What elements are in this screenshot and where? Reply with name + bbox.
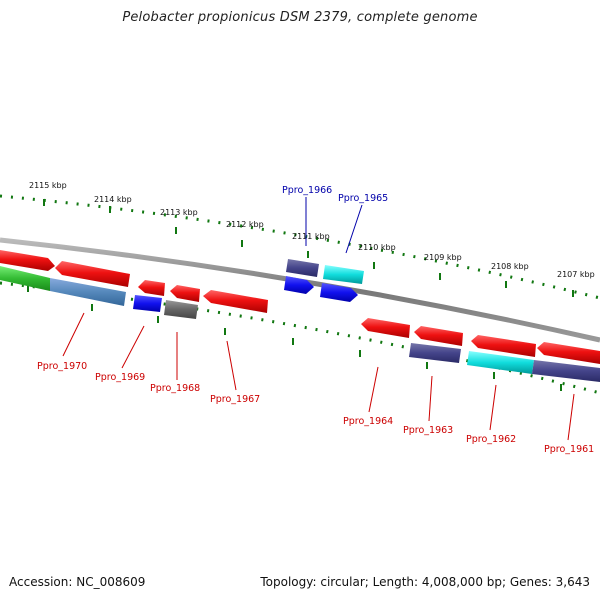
gene-bar-navy[interactable] xyxy=(286,259,319,277)
accession-text: Accession: NC_008609 xyxy=(9,575,146,589)
leader-line xyxy=(428,375,433,422)
gene-arrow-red[interactable] xyxy=(203,290,268,313)
gene-label-ppro-1962[interactable]: Ppro_1962 xyxy=(466,434,516,445)
lower-tick-ring xyxy=(0,281,600,395)
kbp-label-2108: 2108 kbp xyxy=(491,262,529,271)
gene-label-ppro-1965[interactable]: Ppro_1965 xyxy=(338,193,388,204)
gene-label-ppro-1964[interactable]: Ppro_1964 xyxy=(343,416,393,427)
kbp-label-2107: 2107 kbp xyxy=(557,270,595,279)
gene-label-ppro-1963[interactable]: Ppro_1963 xyxy=(403,425,453,436)
gene-bar-cyan[interactable] xyxy=(467,351,534,374)
gene-bar-cyan[interactable] xyxy=(323,265,364,284)
leader-line xyxy=(62,312,85,357)
gene-bar-steel[interactable] xyxy=(50,278,126,306)
leader-line xyxy=(121,325,145,369)
gene-arrow-red[interactable] xyxy=(170,285,200,302)
gene-label-ppro-1968[interactable]: Ppro_1968 xyxy=(150,383,200,394)
kbp-label-2110: 2110 kbp xyxy=(358,243,396,252)
kbp-label-2111: 2111 kbp xyxy=(292,232,330,241)
gene-bar-blue[interactable] xyxy=(133,295,162,312)
leader-line xyxy=(226,340,237,391)
gene-arrow-blue[interactable] xyxy=(284,276,314,294)
kbp-label-2115: 2115 kbp xyxy=(29,181,67,190)
genome-title: Pelobacter propionicus DSM 2379, complet… xyxy=(122,10,478,25)
leader-line xyxy=(567,393,575,441)
gene-arrow-red[interactable] xyxy=(138,280,165,296)
gene-arrow-red[interactable] xyxy=(471,335,536,357)
gene-label-ppro-1967[interactable]: Ppro_1967 xyxy=(210,394,260,405)
gene-label-ppro-1970[interactable]: Ppro_1970 xyxy=(37,361,87,372)
gene-arrow-red[interactable] xyxy=(361,318,410,338)
gene-bar-navy[interactable] xyxy=(409,343,461,363)
gene-label-ppro-1969[interactable]: Ppro_1969 xyxy=(95,372,145,383)
gene-label-ppro-1966[interactable]: Ppro_1966 xyxy=(282,185,332,196)
gene-bar-navy[interactable] xyxy=(532,360,600,382)
kbp-major-ticks xyxy=(43,199,574,297)
leader-line xyxy=(368,366,379,413)
gene-arrow-red[interactable] xyxy=(55,261,130,287)
gene-label-ppro-1961[interactable]: Ppro_1961 xyxy=(544,444,594,455)
genome-summary-text: Topology: circular; Length: 4,008,000 bp… xyxy=(260,575,590,589)
gene-arrow-red[interactable] xyxy=(0,250,55,271)
gene-arrow-red[interactable] xyxy=(537,342,600,364)
gene-bar-gray[interactable] xyxy=(164,300,198,319)
leader-line xyxy=(345,204,363,254)
kbp-label-2109: 2109 kbp xyxy=(424,253,462,262)
kbp-label-2112: 2112 kbp xyxy=(226,220,264,229)
gene-bar-green[interactable] xyxy=(0,266,50,291)
gene-arrow-red[interactable] xyxy=(414,326,463,346)
leader-line xyxy=(489,384,497,431)
kbp-label-2114: 2114 kbp xyxy=(94,195,132,204)
kbp-label-2113: 2113 kbp xyxy=(160,208,198,217)
kbp-lower-ticks xyxy=(27,285,562,391)
gene-arrow-blue[interactable] xyxy=(320,283,358,302)
